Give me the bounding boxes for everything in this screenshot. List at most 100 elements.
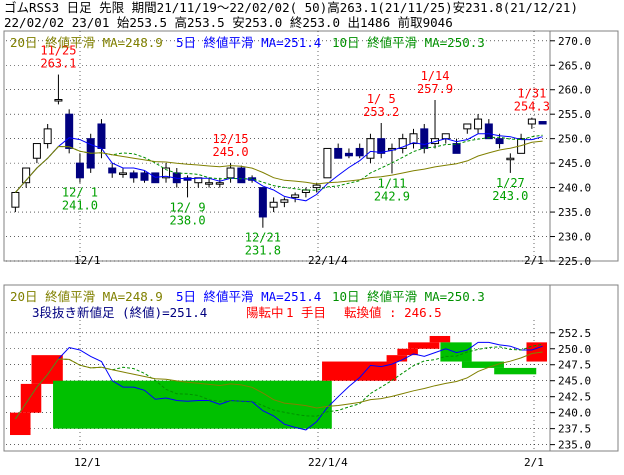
candle-down	[344, 152, 353, 157]
top-y-tick-label: 250.0	[558, 133, 591, 146]
candle-up	[280, 199, 289, 203]
bottom-legend-ma10: 10日 終値平滑 MA=250.3	[332, 289, 485, 304]
annotation-date: 1/11	[378, 176, 407, 190]
newprice-block-up	[526, 342, 547, 362]
candle-up	[527, 118, 536, 125]
bottom-ma20-line	[14, 351, 543, 420]
candle-up	[11, 191, 20, 208]
status-reversal: 転換値 : 246.5	[344, 305, 442, 320]
annotation-date: 12/ 9	[169, 200, 205, 214]
candle-up	[398, 138, 407, 149]
top-y-tick-label: 235.0	[558, 206, 591, 219]
bottom-y-tick-label: 247.5	[558, 359, 591, 372]
candle-down	[420, 128, 429, 149]
candle-up	[215, 182, 224, 185]
bottom-x-tick-3: 2/1	[524, 456, 544, 469]
candle-down	[258, 187, 267, 218]
top-legend-ma20: 20日 終値平滑 MA=248.9	[10, 35, 163, 50]
bottom-y-tick-label: 237.5	[558, 423, 591, 436]
top-axis-frame	[549, 30, 619, 262]
annotation-value: 253.2	[363, 105, 399, 119]
candle-down	[151, 172, 160, 184]
top-ma10-line	[15, 134, 543, 193]
bottom-y-axis: 252.5 250.0 247.5 245.0 242.5 240.0 237.5 235.0	[550, 327, 591, 452]
status-trend: 陽転中	[246, 305, 284, 320]
candle-up	[312, 184, 321, 189]
candle-down	[377, 138, 386, 154]
newprice-block-up	[408, 342, 440, 349]
top-y-tick-label: 240.0	[558, 182, 591, 195]
annotation-date: 1/31	[517, 87, 546, 101]
top-y-tick-label: 265.0	[558, 59, 591, 72]
top-x-tick-3: 2/1	[524, 254, 544, 267]
bottom-y-tick-label: 250.0	[558, 343, 591, 356]
annotation-date: 1/27	[496, 176, 525, 190]
annotation-value: 245.0	[213, 145, 249, 159]
bottom-legend-ma5: 5日 終値平滑 MA=251.4	[176, 289, 321, 304]
top-plot-frame	[3, 30, 551, 262]
candle-up	[301, 189, 310, 193]
bottom-x-tick-1: 12/1	[74, 456, 101, 469]
top-y-tick-label: 270.0	[558, 35, 591, 48]
candle-down	[484, 123, 493, 140]
annotation-value: 257.9	[417, 82, 453, 96]
annotation-value: 231.8	[245, 244, 281, 258]
candle-up	[463, 123, 472, 130]
candle-down	[65, 113, 74, 149]
top-ma5-line	[15, 133, 543, 202]
candle-up	[291, 194, 300, 198]
newprice-block-down	[53, 380, 332, 429]
newprice-block-up	[20, 383, 42, 413]
bottom-y-tick-label: 245.0	[558, 375, 591, 388]
candle-up	[366, 138, 375, 159]
candle-down	[355, 147, 364, 157]
candle-up	[162, 167, 171, 179]
annotation-date: 11/25	[40, 44, 76, 58]
candle-up	[43, 128, 52, 145]
candle-up	[506, 157, 515, 161]
top-x-tick-1: 12/1	[74, 254, 101, 267]
annotation-date: 12/ 1	[62, 186, 98, 200]
bottom-ma-lines	[14, 341, 543, 431]
candle-up	[409, 133, 418, 145]
top-y-tick-label: 260.0	[558, 84, 591, 97]
annotation-value: 243.0	[492, 189, 528, 203]
candle-down	[538, 121, 547, 125]
annotation-value: 254.3	[514, 100, 550, 114]
bottom-y-tick-label: 240.0	[558, 407, 591, 420]
bottom-legend-ma20: 20日 終値平滑 MA=248.9	[10, 289, 163, 304]
status-step: 1 手目	[286, 305, 326, 320]
top-x-tick-2: 22/1/4	[308, 254, 348, 267]
newprice-block-up	[397, 348, 418, 356]
annotation-value: 238.0	[169, 213, 205, 227]
candle-down	[97, 123, 106, 149]
top-legend-ma5: 5日 終値平滑 MA=251.4	[176, 35, 321, 50]
newprice-block-down	[494, 367, 537, 375]
candle-down	[129, 172, 138, 179]
candle-up	[118, 172, 127, 175]
newprice-block-up	[10, 412, 31, 436]
candle-up	[22, 167, 31, 184]
bottom-blocks	[10, 335, 547, 436]
candle-up	[205, 182, 214, 185]
candle-down	[108, 167, 117, 174]
candle-up	[441, 133, 450, 140]
annotation-value: 242.9	[374, 189, 410, 203]
top-y-tick-label: 225.0	[558, 255, 591, 268]
newprice-block-up	[429, 335, 451, 343]
candle-up	[226, 167, 235, 179]
status-label: 3段抜き新値足 (終値)=251.4	[32, 305, 207, 320]
bottom-x-tick-2: 22/1/4	[308, 456, 348, 469]
newprice-block-up	[386, 355, 408, 362]
candle-down	[452, 143, 461, 154]
candle-down	[75, 162, 84, 179]
top-y-tick-label: 255.0	[558, 108, 591, 121]
newprice-block-down	[461, 361, 504, 368]
bottom-y-tick-label: 242.5	[558, 391, 591, 404]
bottom-axis-frame	[549, 284, 619, 452]
bottom-y-tick-label: 235.0	[558, 439, 591, 452]
annotation-date: 12/15	[213, 132, 249, 146]
candle-down	[140, 172, 149, 181]
